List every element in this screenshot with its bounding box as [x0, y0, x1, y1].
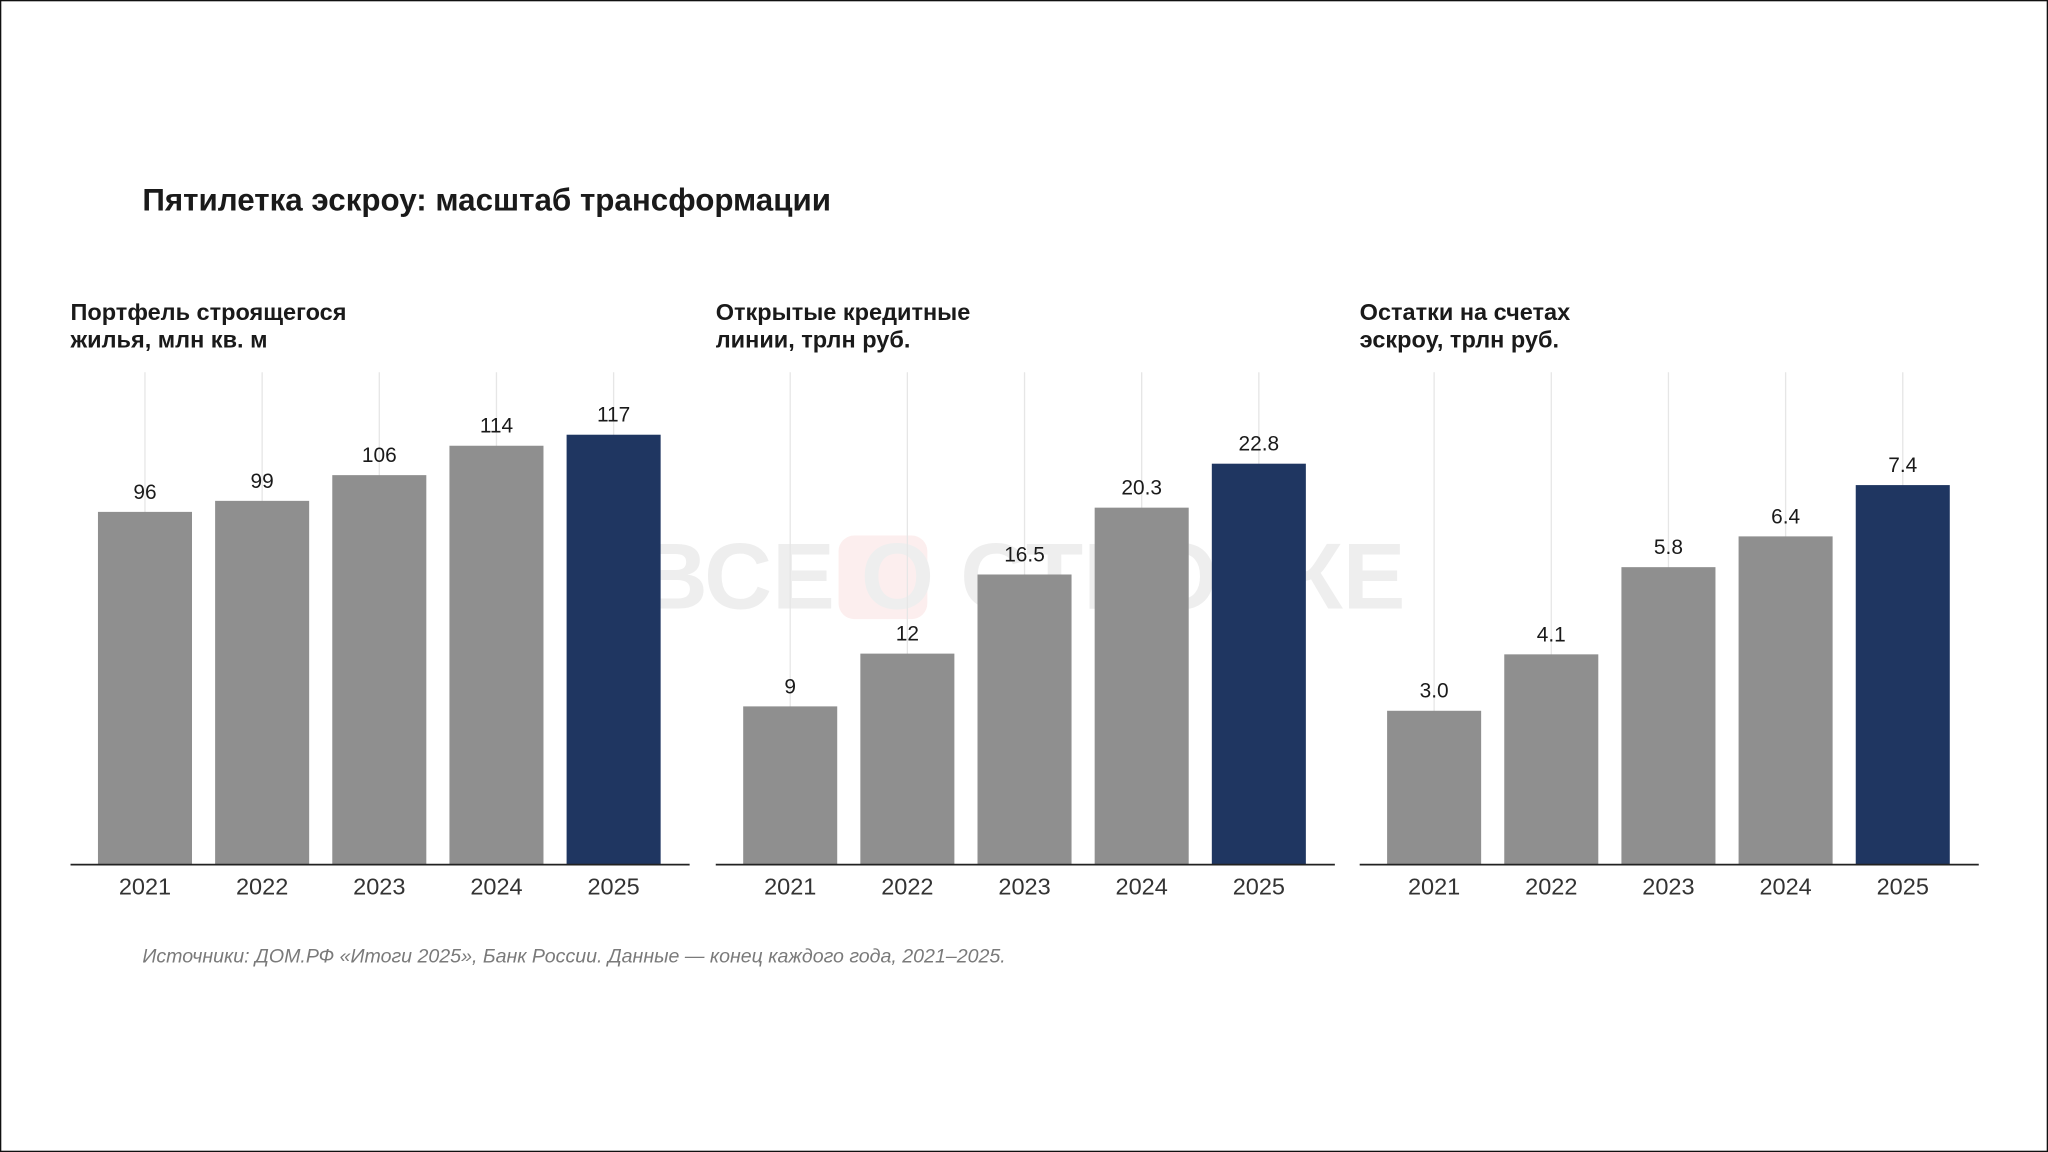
x-tick-label: 2022 [236, 874, 288, 900]
value-label: 16.5 [1004, 543, 1045, 566]
bar [449, 445, 544, 865]
bar [1855, 485, 1950, 865]
bar [97, 511, 192, 865]
bar [743, 706, 838, 865]
x-tick-label: 2023 [353, 874, 405, 900]
bar [1094, 507, 1189, 865]
panel-title: Портфель строящегося [71, 299, 347, 325]
value-label: 106 [362, 444, 397, 467]
value-label: 12 [896, 623, 919, 646]
value-label: 117 [597, 404, 630, 427]
bar [566, 434, 661, 865]
x-tick-label: 2024 [1116, 874, 1168, 900]
x-tick-label: 2023 [998, 874, 1050, 900]
panel-title: жилья, млн кв. м [70, 326, 268, 352]
x-tick-label: 2025 [1877, 874, 1929, 900]
bar [215, 500, 310, 865]
bar [977, 574, 1072, 865]
value-label: 22.8 [1239, 433, 1280, 456]
value-label: 5.8 [1654, 536, 1683, 559]
x-tick-label: 2022 [881, 874, 933, 900]
x-tick-label: 2021 [1408, 874, 1460, 900]
x-tick-label: 2024 [470, 874, 522, 900]
x-tick-label: 2024 [1759, 874, 1811, 900]
value-label: 114 [480, 415, 513, 438]
panel-title: Открытые кредитные [716, 299, 971, 325]
bar [1387, 710, 1482, 865]
panel-title: Остатки на счетах [1360, 299, 1570, 325]
value-label: 20.3 [1121, 477, 1162, 500]
bar [1504, 654, 1599, 865]
x-tick-label: 2023 [1642, 874, 1694, 900]
value-label: 96 [133, 481, 156, 504]
x-tick-label: 2025 [1233, 874, 1285, 900]
panel-title: эскроу, трлн руб. [1360, 326, 1559, 352]
value-label: 4.1 [1537, 623, 1566, 646]
value-label: 6.4 [1771, 505, 1800, 528]
x-tick-label: 2022 [1525, 874, 1577, 900]
x-tick-label: 2021 [764, 874, 816, 900]
x-tick-label: 2021 [119, 874, 171, 900]
watermark-logo [838, 535, 928, 620]
bar [1211, 463, 1306, 865]
source-note: Источники: ДОМ.РФ «Итоги 2025», Банк Рос… [142, 946, 1005, 968]
bar [860, 653, 955, 865]
bar [1621, 567, 1716, 865]
page-title: Пятилетка эскроу: масштаб трансформации [142, 182, 831, 217]
value-label: 99 [251, 470, 274, 493]
value-label: 3.0 [1420, 680, 1449, 703]
x-tick-label: 2025 [587, 874, 639, 900]
value-label: 7.4 [1888, 454, 1917, 477]
bar [1738, 536, 1833, 865]
value-label: 9 [784, 675, 796, 698]
panel-title: линии, трлн руб. [716, 326, 911, 352]
bar [332, 475, 427, 865]
